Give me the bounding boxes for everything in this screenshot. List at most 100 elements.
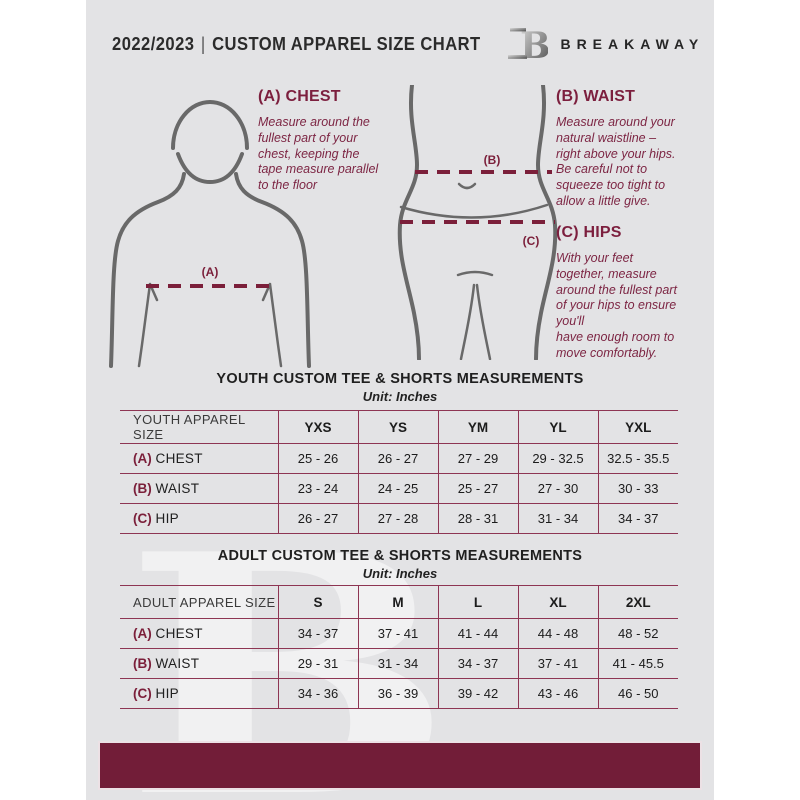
table-cell: 34 - 37 — [277, 618, 358, 649]
table-cell: 32.5 - 35.5 — [597, 443, 678, 474]
youth-table-title: YOUTH CUSTOM TEE & SHORTS MEASUREMENTS — [216, 371, 584, 387]
table-cell: 26 - 27 — [277, 503, 358, 534]
adult-header-row: ADULT APPAREL SIZE S M L XL 2XL — [120, 585, 678, 619]
table-cell: 48 - 52 — [597, 618, 678, 649]
waist-guide-section: (B) WAIST Measure around your natural wa… — [556, 88, 708, 210]
hips-description: With your feet together, measure around … — [556, 251, 677, 360]
size-header: YS — [357, 410, 438, 444]
row-label: WAIST — [155, 481, 200, 496]
crotch-curve — [456, 270, 494, 277]
left-shoulder-arm — [109, 172, 186, 368]
right-torso-outline — [534, 85, 558, 360]
size-header: XL — [517, 585, 598, 619]
table-cell: 27 - 30 — [517, 473, 598, 504]
table-cell: 31 - 34 — [357, 648, 438, 679]
table-cell: 41 - 44 — [437, 618, 518, 649]
adult-size-col-header: ADULT APPAREL SIZE — [120, 585, 278, 619]
row-key: (B) — [133, 656, 152, 671]
table-row-hip: (C) HIP 34 - 36 36 - 39 39 - 42 43 - 46 … — [120, 678, 678, 709]
row-label: CHEST — [155, 626, 203, 641]
table-cell: 28 - 31 — [437, 503, 518, 534]
table-cell: 29 - 32.5 — [517, 443, 598, 474]
row-key: (C) — [133, 686, 152, 701]
row-label: WAIST — [155, 656, 200, 671]
chest-description: Measure around the fullest part of your … — [258, 115, 379, 192]
breakaway-b-logo-icon: B — [508, 25, 548, 66]
size-header: L — [437, 585, 518, 619]
table-cell: 37 - 41 — [357, 618, 438, 649]
chest-heading: (A) CHEST — [258, 88, 341, 105]
table-cell: 27 - 29 — [437, 443, 518, 474]
row-label: CHEST — [155, 451, 203, 466]
chest-guide-section: (A) CHEST Measure around the fullest par… — [258, 88, 410, 194]
hips-line-label: (C) — [523, 234, 540, 248]
youth-table-unit: Unit: Inches — [362, 389, 438, 404]
table-cell: 36 - 39 — [357, 678, 438, 709]
right-shoulder-arm — [234, 172, 311, 368]
row-header: (A) CHEST — [120, 618, 278, 649]
size-header: 2XL — [597, 585, 678, 619]
table-cell: 24 - 25 — [357, 473, 438, 504]
upper-body-diagram: (A) — [109, 100, 311, 368]
hip-curve — [399, 203, 549, 219]
page-header: 2022/2023 | CUSTOM APPAREL SIZE CHART B BR… — [86, 22, 714, 66]
brand-name: BREAKAWAY — [560, 36, 705, 52]
adult-table-title: ADULT CUSTOM TEE & SHORTS MEASUREMENTS — [217, 548, 583, 564]
row-header: (B) WAIST — [120, 473, 278, 504]
row-key: (A) — [133, 451, 152, 466]
table-row-chest: (A) CHEST 34 - 37 37 - 41 41 - 44 44 - 4… — [120, 618, 678, 649]
adult-table-unit: Unit: Inches — [362, 566, 438, 581]
table-cell: 26 - 27 — [357, 443, 438, 474]
row-key: (B) — [133, 481, 152, 496]
size-header: YL — [517, 410, 598, 444]
table-row-chest: (A) CHEST 25 - 26 26 - 27 27 - 29 29 - 3… — [120, 443, 678, 474]
row-header: (C) HIP — [120, 503, 278, 534]
table-cell: 34 - 37 — [597, 503, 678, 534]
table-cell: 25 - 27 — [437, 473, 518, 504]
row-header: (B) WAIST — [120, 648, 278, 679]
adult-size-table: ADULT APPAREL SIZE S M L XL 2XL (A) CHES… — [120, 585, 678, 709]
row-header: (A) CHEST — [120, 443, 278, 474]
lower-body-diagram: (B) (C) — [397, 85, 558, 360]
size-header: YM — [437, 410, 518, 444]
left-inner-arm — [137, 282, 159, 368]
size-header: M — [357, 585, 438, 619]
waist-heading: (B) WAIST — [556, 88, 636, 105]
row-key: (C) — [133, 511, 152, 526]
table-cell: 31 - 34 — [517, 503, 598, 534]
table-row-waist: (B) WAIST 29 - 31 31 - 34 34 - 37 37 - 4… — [120, 648, 678, 679]
inner-legs — [459, 283, 492, 360]
left-torso-outline — [397, 85, 421, 360]
year-range: 2022/2023 — [111, 33, 195, 54]
youth-header-row: YOUTH APPAREL SIZE YXS YS YM YL YXL — [120, 410, 678, 444]
chin-outline — [176, 152, 244, 185]
waist-description: Measure around your natural waistline – … — [556, 115, 676, 208]
navel-mark — [457, 182, 477, 190]
table-cell: 34 - 37 — [437, 648, 518, 679]
footer-accent-bar — [98, 741, 702, 790]
right-inner-arm — [261, 282, 283, 368]
svg-text:B: B — [520, 25, 548, 66]
table-cell: 23 - 24 — [277, 473, 358, 504]
table-cell: 41 - 45.5 — [597, 648, 678, 679]
table-cell: 43 - 46 — [517, 678, 598, 709]
table-cell: 37 - 41 — [517, 648, 598, 679]
row-label: HIP — [155, 511, 179, 526]
size-header: YXS — [277, 410, 358, 444]
chest-line-label: (A) — [202, 265, 219, 279]
title-text: CUSTOM APPAREL SIZE CHART — [211, 33, 481, 54]
title-divider: | — [200, 33, 206, 54]
table-row-hip: (C) HIP 26 - 27 27 - 28 28 - 31 31 - 34 … — [120, 503, 678, 534]
row-label: HIP — [155, 686, 179, 701]
head-outline — [171, 100, 249, 150]
waist-line-label: (B) — [484, 153, 501, 167]
row-key: (A) — [133, 626, 152, 641]
table-cell: 46 - 50 — [597, 678, 678, 709]
size-chart-page: 2022/2023 | CUSTOM APPAREL SIZE CHART B BR… — [86, 0, 714, 800]
hips-guide-section: (C) HIPS With your feet together, measur… — [556, 224, 708, 361]
size-header: YXL — [597, 410, 678, 444]
hips-heading: (C) HIPS — [556, 224, 622, 241]
table-cell: 27 - 28 — [357, 503, 438, 534]
table-cell: 39 - 42 — [437, 678, 518, 709]
table-cell: 29 - 31 — [277, 648, 358, 679]
